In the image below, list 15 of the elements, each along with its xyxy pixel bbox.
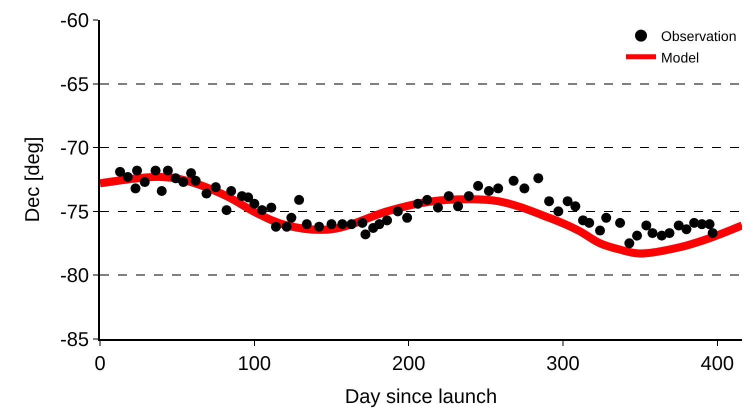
y-tick-label: -70 (60, 138, 89, 160)
y-tick-label: -60 (60, 10, 89, 32)
y-tick-label: -80 (60, 265, 89, 288)
y-tick-label: -65 (60, 74, 89, 96)
legend-label: Observation (661, 28, 736, 44)
x-tick-label: 0 (94, 353, 106, 375)
y-axis-title: Dec [deg] (22, 136, 44, 222)
x-axis-title: Day since launch (344, 386, 498, 408)
y-tick-label: -85 (60, 329, 89, 351)
x-tick-label: 400 (700, 353, 734, 375)
x-tick-label: 100 (238, 353, 272, 375)
x-tick-label: 300 (546, 353, 580, 375)
x-tick-label: 200 (392, 353, 426, 375)
legend-label: Model (661, 49, 700, 66)
y-tick-label: -75 (60, 201, 89, 224)
